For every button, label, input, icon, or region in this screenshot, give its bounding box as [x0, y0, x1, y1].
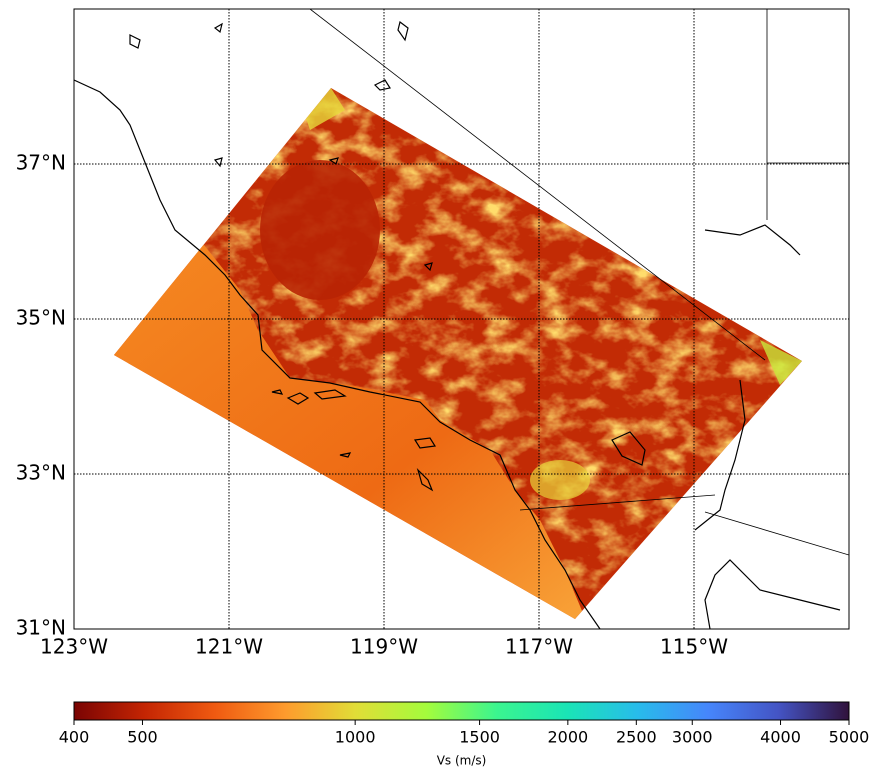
- state-border: [766, 9, 849, 220]
- x-tick-label: 123°W: [40, 635, 108, 659]
- x-tick-label: 115°W: [660, 635, 728, 659]
- coastline: [694, 379, 746, 531]
- coastline: [704, 224, 801, 256]
- colorbar-tick-label: 2000: [547, 728, 588, 747]
- x-tick-label: 117°W: [505, 635, 573, 659]
- colorbar-tick-label: 5000: [829, 728, 870, 747]
- colorbar-label: Vs (m/s): [437, 754, 487, 768]
- colorbar-tick-label: 2500: [616, 728, 657, 747]
- colorbar-bar: [73, 701, 850, 721]
- y-tick-label: 33°N: [16, 461, 66, 485]
- colorbar-tick-label: 1000: [335, 728, 376, 747]
- colorbar: 400 500 1000 1500 2000 2500 3000 4000 5000 Vs (m/…: [59, 701, 870, 768]
- colorbar-tick-label: 4000: [760, 728, 801, 747]
- colorbar-tick-label: 400: [59, 728, 90, 747]
- coastline: [704, 559, 841, 629]
- velocity-field: [114, 88, 802, 619]
- colorbar-tick-label: 500: [127, 728, 158, 747]
- y-tick-label: 31°N: [16, 616, 66, 640]
- x-tick-label: 121°W: [195, 635, 263, 659]
- y-tick-label: 37°N: [16, 151, 66, 175]
- island: [129, 20, 433, 272]
- state-border: [309, 9, 766, 361]
- island: [271, 389, 646, 492]
- coastline: [74, 79, 601, 629]
- x-tick-label: 119°W: [350, 635, 418, 659]
- axis-labels: 123°W 121°W 119°W 117°W 115°W 31°N 33°N 35°N 37°…: [16, 151, 729, 659]
- colorbar-tick-label: 3000: [672, 728, 713, 747]
- y-tick-label: 35°N: [16, 306, 66, 330]
- map-frame: [73, 8, 850, 630]
- colorbar-tick-label: 1500: [459, 728, 500, 747]
- national-border: [519, 494, 849, 556]
